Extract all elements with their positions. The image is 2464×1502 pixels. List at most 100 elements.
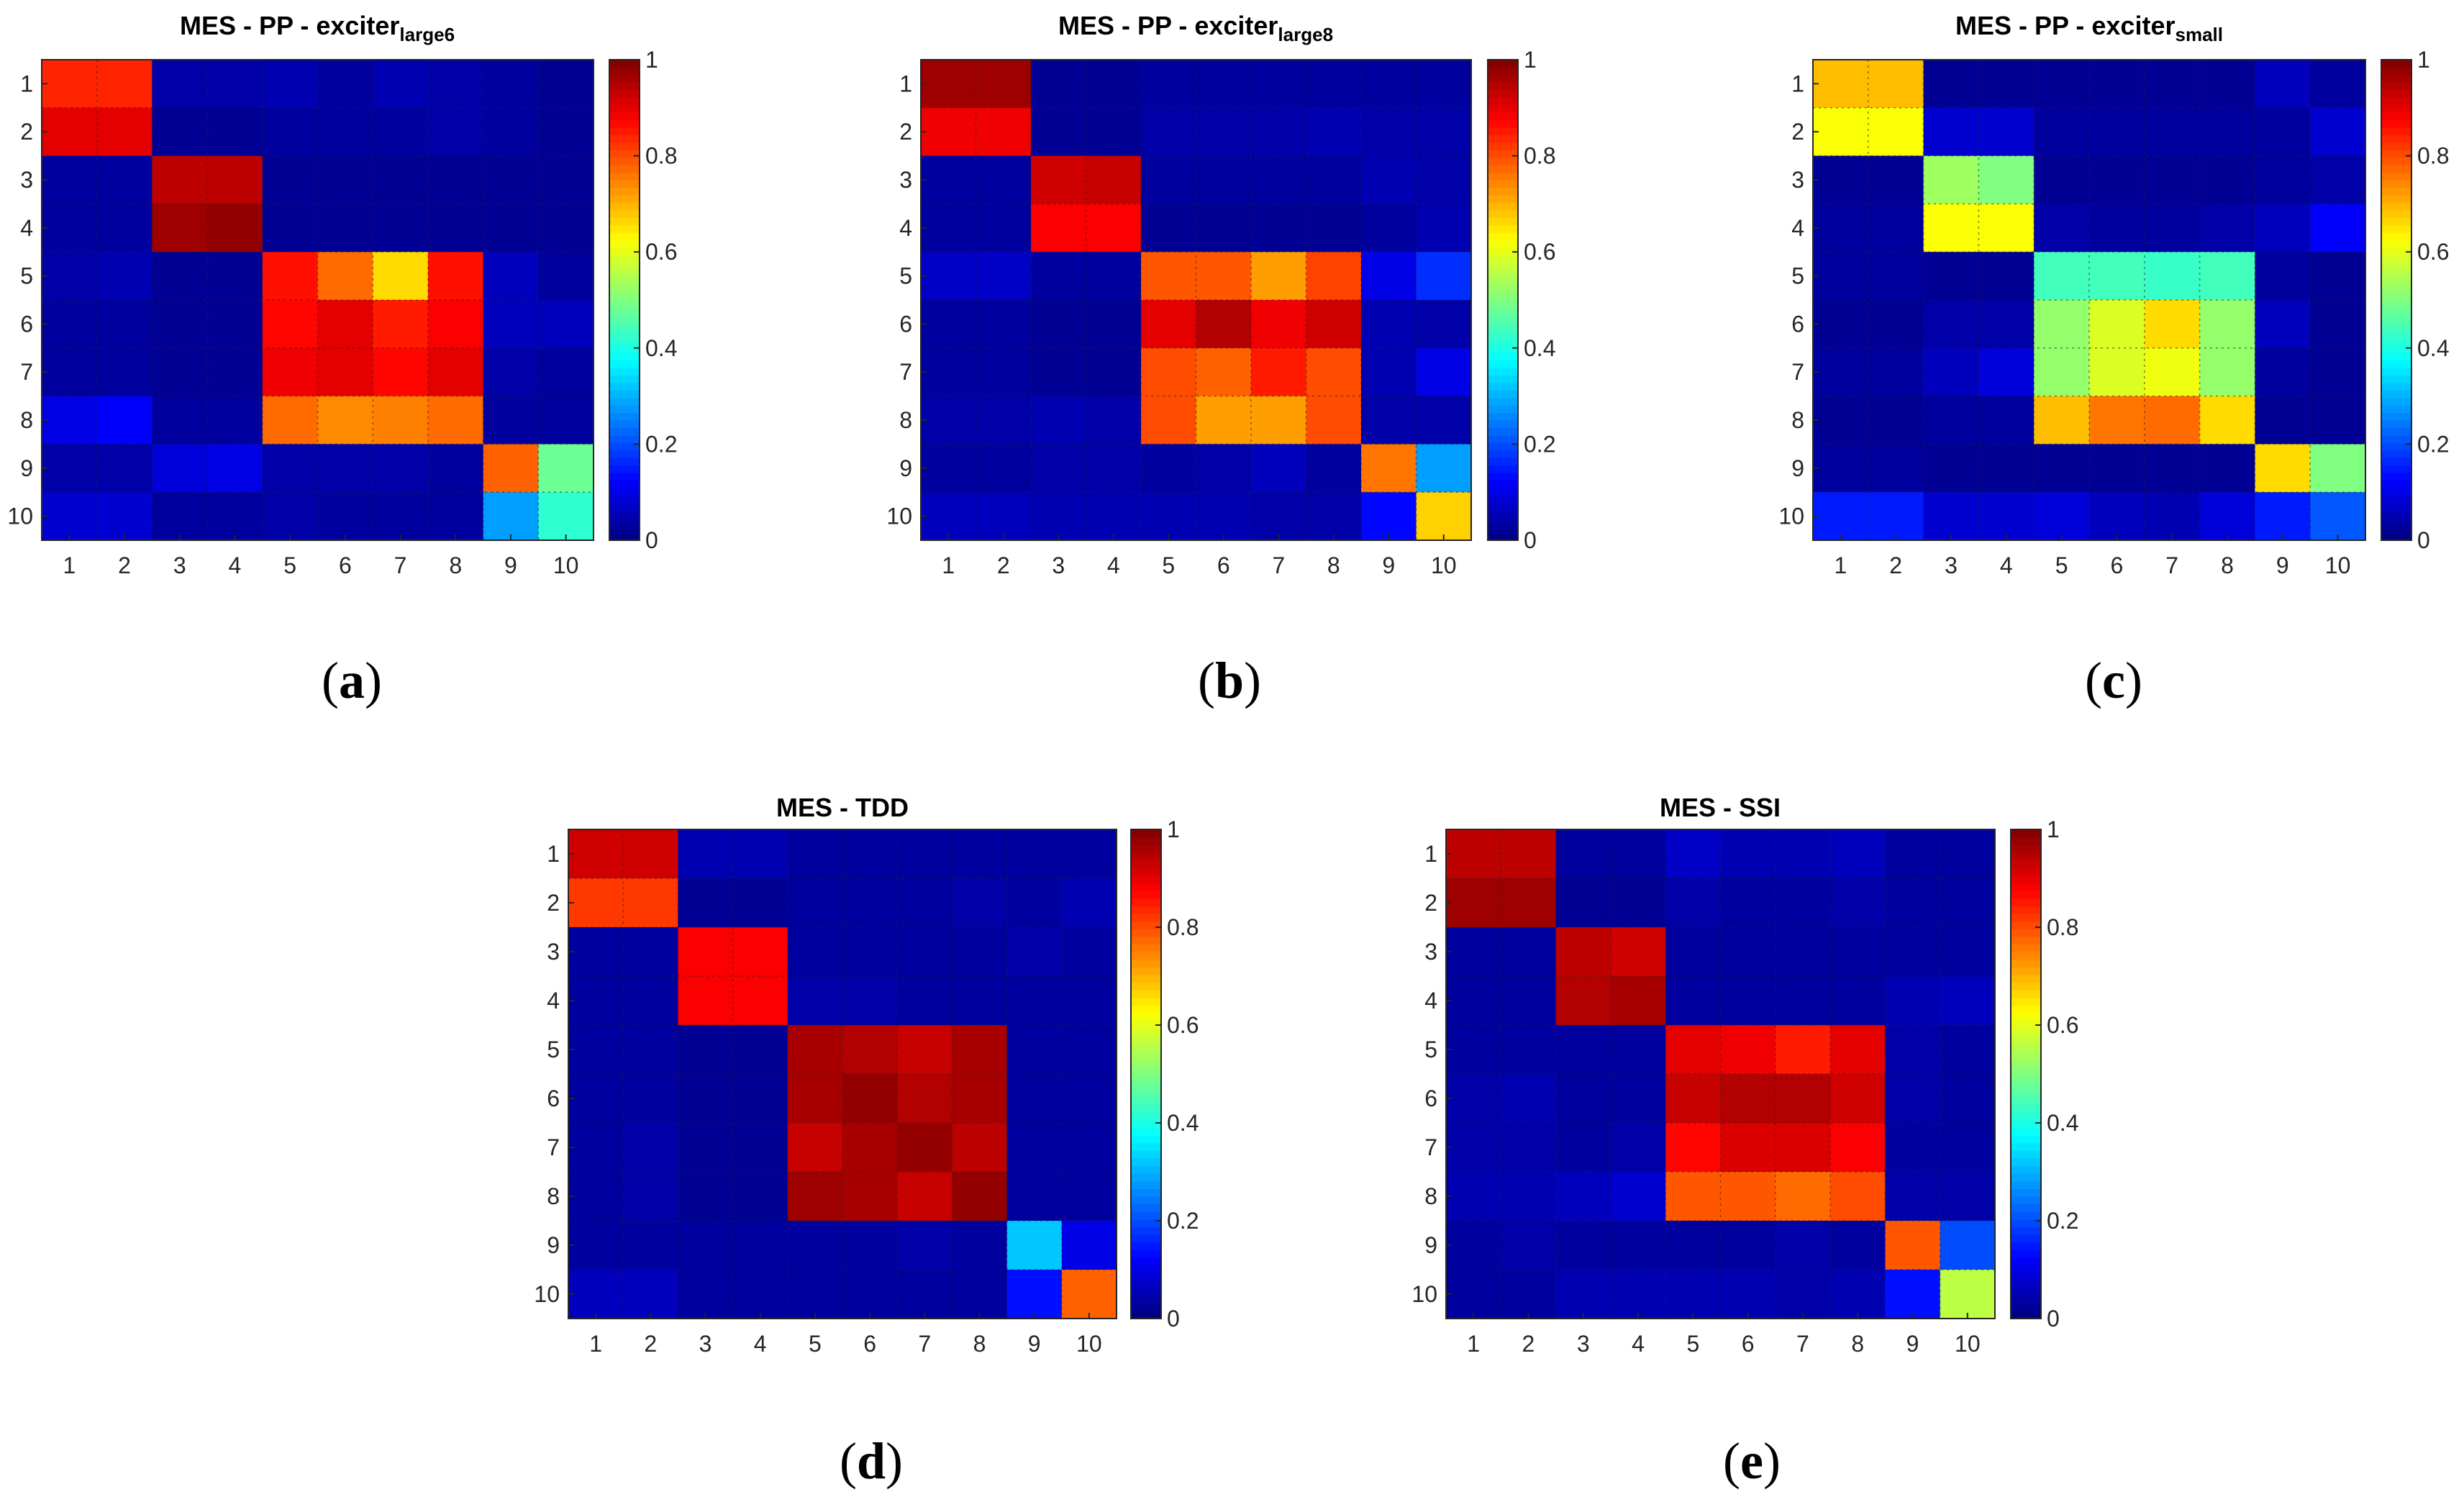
heatmap-cell bbox=[1775, 1074, 1831, 1124]
colorbar-swatch bbox=[2011, 1005, 2041, 1014]
colorbar-swatch bbox=[1488, 187, 1518, 196]
heatmap-cell bbox=[952, 878, 1008, 928]
colorbar-swatch bbox=[1488, 434, 1518, 443]
x-tick-label: 5 bbox=[809, 1331, 822, 1357]
colorbar-tick-label: 0.2 bbox=[2047, 1208, 2078, 1234]
heatmap-cell bbox=[1306, 107, 1362, 157]
colorbar-swatch bbox=[1131, 1265, 1161, 1273]
colorbar-swatch bbox=[609, 150, 640, 158]
colorbar-swatch bbox=[609, 224, 640, 233]
colorbar-swatch bbox=[2381, 532, 2411, 541]
colorbar-swatch bbox=[1131, 913, 1161, 922]
heatmap-cell bbox=[1141, 252, 1197, 301]
axes-frame bbox=[920, 59, 1472, 541]
colorbar-swatch bbox=[2381, 502, 2411, 511]
heatmap-cell bbox=[1885, 1074, 1941, 1124]
colorbar-swatch bbox=[1488, 262, 1518, 270]
heatmap-cell bbox=[1061, 976, 1117, 1026]
colorbar-tick-label: 0.8 bbox=[2047, 914, 2078, 940]
colorbar-swatch bbox=[609, 458, 640, 466]
heatmap-cell bbox=[1251, 396, 1307, 445]
colorbar-swatch bbox=[1131, 1273, 1161, 1281]
heatmap-cell bbox=[2144, 107, 2201, 157]
heatmap-cell bbox=[2089, 204, 2145, 252]
heatmap-cell bbox=[207, 60, 263, 109]
colorbar-swatch bbox=[1488, 420, 1518, 429]
colorbar-swatch bbox=[2011, 898, 2041, 906]
colorbar-swatch bbox=[609, 180, 640, 188]
colorbar-swatch bbox=[1488, 112, 1518, 121]
colorbar-swatch bbox=[2381, 434, 2411, 443]
colorbar-swatch bbox=[1488, 427, 1518, 436]
heatmap-cell bbox=[1446, 1123, 1501, 1173]
heatmap-cell bbox=[1416, 492, 1472, 541]
heatmap-cell bbox=[842, 976, 898, 1026]
heatmap-cell bbox=[1251, 155, 1307, 204]
x-tick-label: 6 bbox=[339, 552, 352, 578]
heatmap-cell bbox=[1610, 829, 1666, 879]
y-tick-label: 2 bbox=[1424, 890, 1437, 916]
heatmap-cell bbox=[787, 1270, 843, 1319]
heatmap-cell bbox=[262, 492, 319, 541]
colorbar-swatch bbox=[1488, 307, 1518, 316]
colorbar-swatch bbox=[2381, 209, 2411, 218]
colorbar-swatch bbox=[1488, 240, 1518, 248]
heatmap-cell bbox=[1006, 1025, 1063, 1075]
heatmap-cell bbox=[842, 1074, 898, 1124]
heatmap-cell bbox=[1923, 396, 1979, 445]
heatmap-cell bbox=[1501, 927, 1557, 977]
heatmap-cell bbox=[1665, 976, 1722, 1026]
heatmap-cell bbox=[1361, 347, 1417, 397]
heatmap-cell bbox=[1501, 1270, 1557, 1319]
heatmap-cell bbox=[96, 347, 153, 397]
colorbar-tick-label: 0.4 bbox=[2417, 335, 2449, 361]
y-tick-label: 4 bbox=[547, 988, 560, 1014]
heatmap-cell bbox=[1031, 347, 1087, 397]
colorbar-swatch bbox=[1488, 442, 1518, 451]
colorbar-tick-label: 0.6 bbox=[1524, 239, 1555, 265]
heatmap-cell bbox=[2199, 107, 2255, 157]
heatmap-cell bbox=[538, 60, 594, 109]
heatmap-cell bbox=[1720, 1270, 1776, 1319]
heatmap-cell bbox=[1830, 1270, 1886, 1319]
y-tick-label: 7 bbox=[547, 1134, 560, 1160]
colorbar-tick-label: 0.2 bbox=[1167, 1208, 1199, 1234]
heatmap-cell bbox=[787, 1025, 843, 1075]
heatmap-cell bbox=[787, 878, 843, 928]
heatmap-cell bbox=[921, 396, 977, 445]
colorbar-swatch bbox=[609, 270, 640, 278]
heatmap-cell bbox=[1306, 155, 1362, 204]
heatmap-panel-e: MES - SSI 1 2 3 4 5 6 7 8 9 10 1 2 3 4 5 6 7 8 9 10 0 0.2 0.4 0.… bbox=[1411, 793, 2078, 1357]
colorbar-swatch bbox=[609, 217, 640, 226]
colorbar-swatch bbox=[1488, 390, 1518, 399]
colorbar-tick-label: 0 bbox=[1524, 527, 1537, 553]
heatmap-cell bbox=[317, 155, 373, 204]
x-tick-label: 6 bbox=[2111, 552, 2124, 578]
heatmap-cell bbox=[1555, 1123, 1611, 1173]
heatmap-cell bbox=[1446, 976, 1501, 1026]
colorbar-tick-label: 1 bbox=[2047, 816, 2060, 842]
colorbar-swatch bbox=[1131, 1074, 1161, 1083]
heatmap-cell bbox=[2199, 60, 2255, 109]
heatmap-cell bbox=[2089, 252, 2145, 301]
colorbar-swatch bbox=[1488, 532, 1518, 541]
heatmap-cell bbox=[96, 155, 153, 204]
heatmap-cell bbox=[1885, 1123, 1941, 1173]
y-tick-label: 5 bbox=[547, 1037, 560, 1062]
chart-title: MES - TDD bbox=[776, 793, 909, 822]
colorbar-swatch bbox=[1488, 285, 1518, 293]
x-tick-label: 2 bbox=[644, 1331, 657, 1357]
colorbar-swatch bbox=[609, 412, 640, 421]
heatmap-cell bbox=[262, 444, 319, 493]
heatmap-cell bbox=[1061, 927, 1117, 977]
heatmap-cell bbox=[1813, 347, 1869, 397]
colorbar-swatch bbox=[1488, 337, 1518, 346]
heatmap-cell bbox=[1720, 1172, 1776, 1221]
heatmap-cell bbox=[1031, 396, 1087, 445]
colorbar-swatch bbox=[609, 442, 640, 451]
y-tick-label: 4 bbox=[20, 215, 33, 241]
heatmap-cell bbox=[921, 347, 977, 397]
heatmap-cell bbox=[732, 829, 788, 879]
x-tick-label: 7 bbox=[1796, 1331, 1809, 1357]
